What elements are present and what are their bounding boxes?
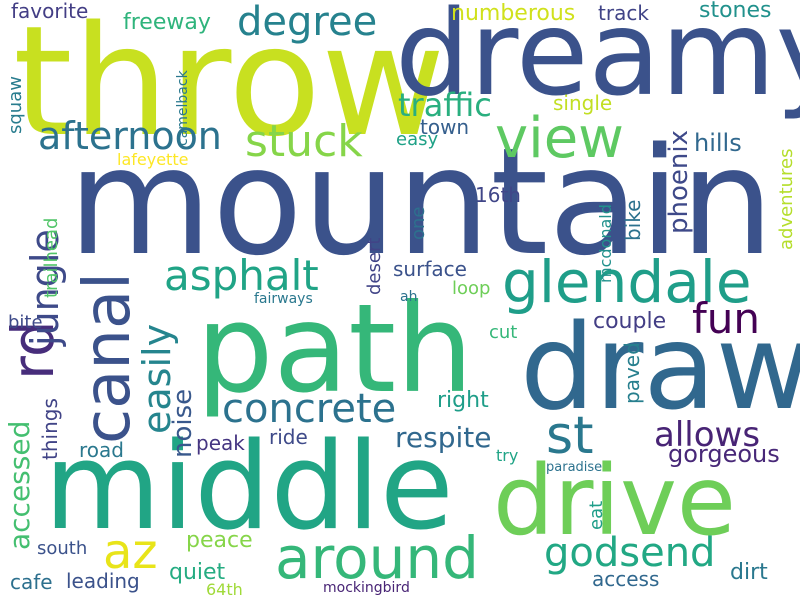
word-mcdonald: mcdonald [596, 204, 615, 283]
word-middle: middle [44, 418, 454, 557]
word-squaw: squaw [5, 76, 26, 134]
word-az: az [103, 524, 158, 580]
word-eat: eat [586, 500, 607, 530]
word-cafe: cafe [10, 570, 53, 594]
word-16th: 16th [475, 183, 521, 207]
word-drive: drive [493, 445, 736, 557]
word-throw: throw [13, 0, 446, 170]
word-desert: desert [364, 237, 385, 295]
word-allows: allows [654, 415, 761, 455]
word-stones: stones [699, 0, 772, 23]
word-dreamy: dreamy [395, 0, 800, 122]
word-64th: 64th [206, 580, 243, 599]
word-road: road [79, 438, 124, 462]
word-lafeyette: camelback [175, 70, 191, 146]
word-gorgeous: gorgeous [668, 440, 780, 468]
word-fun: fun [692, 294, 761, 343]
word-paved: paved [620, 342, 644, 404]
word-loop: loop [452, 278, 491, 299]
word-trailhead: trailhead [41, 217, 62, 298]
word-fairways: fairways [254, 291, 313, 307]
word-easy: easy [396, 129, 439, 150]
word-favorite: favorite [11, 0, 89, 23]
word-couple: couple [593, 309, 667, 334]
word-phoenix: phoenix [664, 130, 694, 234]
word-ah: ah [400, 289, 418, 305]
word-concrete: concrete [222, 386, 397, 432]
word-things: things [38, 398, 62, 460]
word-quiet: quiet [169, 560, 226, 585]
word-one: one [408, 206, 429, 241]
word-noise: noise [168, 388, 198, 458]
word-path: path [196, 278, 474, 420]
word-traffic: traffic [398, 86, 492, 124]
word-bike: bike [621, 199, 645, 241]
word-try: try [496, 446, 519, 465]
word-track: track [598, 1, 649, 25]
word-stuck: stuck [245, 116, 363, 167]
word-around: around [275, 524, 479, 592]
word-degree: degree [237, 0, 378, 45]
word-mountain: mountain [68, 116, 774, 288]
word-leading: leading [66, 569, 140, 593]
word-peak: peak [196, 431, 245, 455]
word-right: right [437, 388, 489, 413]
word-view: view [495, 106, 624, 171]
word-town: town [420, 115, 470, 139]
word-access: access [592, 567, 660, 591]
word-respite: respite [395, 421, 492, 454]
word-cut: cut [489, 322, 518, 343]
word-asphalt: asphalt [164, 251, 319, 300]
word-bite: bite [8, 312, 43, 333]
word-godsend: godsend [544, 530, 716, 576]
word-numberous: numberous [451, 1, 576, 26]
word-adventures: adventures [776, 148, 797, 250]
word-freeway: freeway [123, 10, 211, 35]
word-st: st [546, 406, 594, 466]
word-single: single [553, 91, 613, 115]
word-ride: ride [269, 425, 308, 449]
word-glendale: glendale [502, 248, 752, 316]
word-canal: canal [71, 272, 145, 444]
word-south: south [37, 538, 88, 559]
word-accessed: accessed [3, 420, 36, 550]
word-dirt: dirt [730, 560, 768, 585]
word-surface: surface [393, 257, 467, 281]
word-camelback: lafeyette [117, 150, 189, 169]
word-paradise: paradise [546, 460, 603, 475]
word-draw: draw [520, 298, 800, 436]
word-afternoon: afternoon [38, 114, 222, 158]
word-peace: peace [186, 528, 253, 553]
word-mockingbird: mockingbird [323, 580, 410, 596]
word-hills: hills [694, 129, 742, 157]
